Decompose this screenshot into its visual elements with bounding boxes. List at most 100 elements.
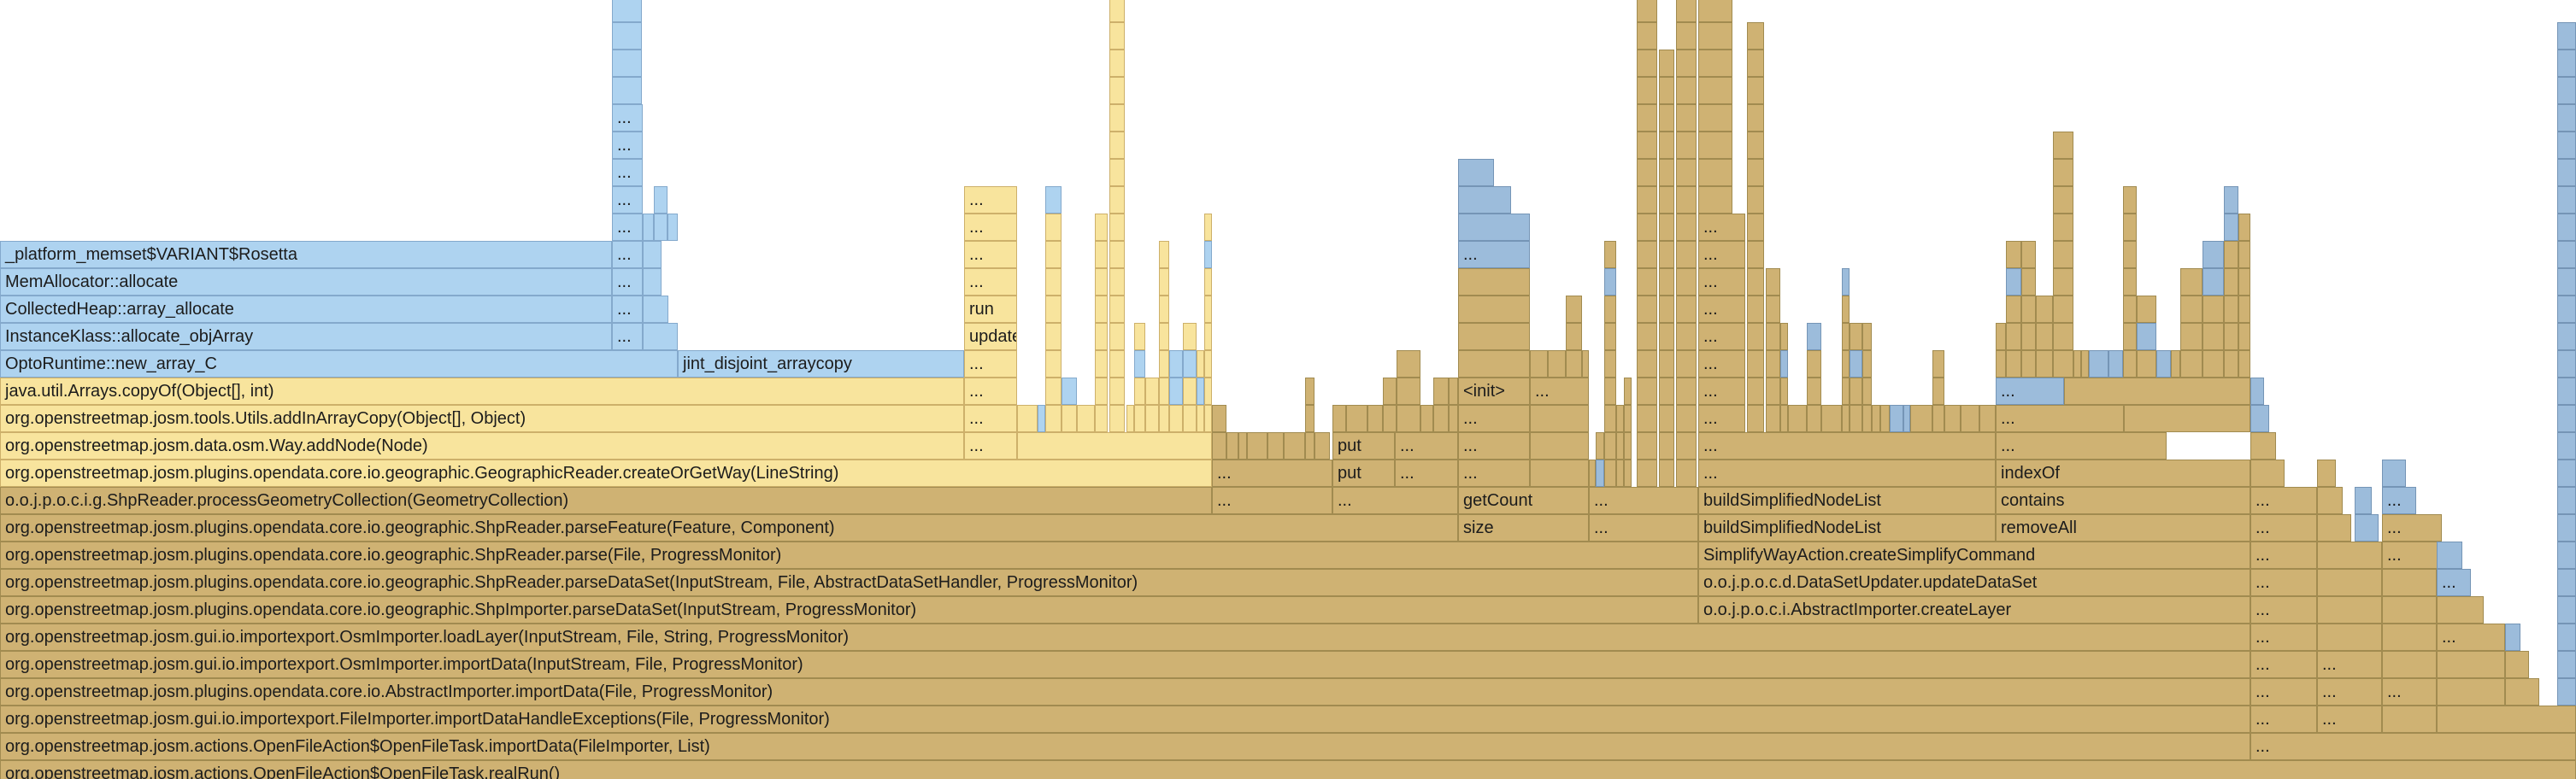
flame-frame[interactable] bbox=[1996, 350, 2006, 378]
flame-frame[interactable] bbox=[1109, 214, 1125, 241]
flame-frame[interactable]: ... bbox=[2317, 706, 2382, 733]
flame-frame[interactable] bbox=[1676, 214, 1697, 241]
flame-frame[interactable] bbox=[1566, 323, 1582, 350]
flame-frame[interactable]: ... bbox=[2382, 542, 2442, 569]
flame-frame[interactable] bbox=[2317, 460, 2336, 487]
flame-frame[interactable] bbox=[1676, 159, 1697, 186]
flame-frame[interactable]: org.openstreetmap.josm.gui.io.importexpo… bbox=[0, 624, 2250, 651]
flame-frame[interactable]: getCount bbox=[1458, 487, 1589, 514]
flame-frame[interactable]: ... bbox=[1589, 487, 1698, 514]
flame-frame[interactable] bbox=[1458, 296, 1530, 323]
flame-frame[interactable] bbox=[1017, 405, 1038, 432]
flame-frame[interactable] bbox=[2081, 350, 2089, 378]
flame-frame[interactable] bbox=[1850, 378, 1862, 405]
flame-frame[interactable]: ... bbox=[964, 241, 1017, 268]
flame-frame[interactable] bbox=[2180, 323, 2203, 350]
flame-frame[interactable]: ... bbox=[1996, 432, 2167, 460]
flame-frame[interactable] bbox=[1637, 268, 1657, 296]
flame-frame[interactable]: jint_disjoint_arraycopy bbox=[678, 350, 964, 378]
flame-frame[interactable] bbox=[1747, 186, 1764, 214]
flame-frame[interactable] bbox=[654, 186, 668, 214]
flame-frame[interactable] bbox=[2557, 186, 2576, 214]
flame-frame[interactable] bbox=[1458, 350, 1530, 378]
flame-frame[interactable] bbox=[1979, 405, 1996, 432]
flame-frame[interactable]: ... bbox=[1698, 241, 1745, 268]
flame-frame[interactable] bbox=[1095, 296, 1108, 323]
flame-frame[interactable] bbox=[1604, 460, 1616, 487]
flame-frame[interactable] bbox=[1604, 378, 1616, 405]
flame-frame[interactable] bbox=[1109, 268, 1125, 296]
flame-frame[interactable] bbox=[1045, 323, 1062, 350]
flame-frame[interactable] bbox=[1747, 50, 1764, 77]
flame-frame[interactable] bbox=[643, 296, 668, 323]
flame-frame[interactable] bbox=[1659, 159, 1674, 186]
flame-frame[interactable]: o.o.j.p.o.c.i.AbstractImporter.createLay… bbox=[1698, 596, 2250, 624]
flame-frame[interactable] bbox=[1842, 405, 1850, 432]
flame-frame[interactable]: o.o.j.p.o.c.d.DataSetUpdater.updateDataS… bbox=[1698, 569, 2250, 596]
flame-frame[interactable]: ... bbox=[964, 378, 1017, 405]
flame-frame[interactable] bbox=[1637, 104, 1657, 132]
flame-frame[interactable] bbox=[1159, 296, 1169, 323]
flame-frame[interactable] bbox=[2053, 159, 2073, 186]
flame-frame[interactable] bbox=[1169, 350, 1183, 378]
flame-frame[interactable] bbox=[1045, 186, 1062, 214]
flame-frame[interactable] bbox=[2557, 542, 2576, 569]
flame-frame[interactable] bbox=[1267, 432, 1284, 460]
flame-frame[interactable] bbox=[1880, 405, 1890, 432]
flame-frame[interactable] bbox=[1397, 350, 1420, 378]
flame-frame[interactable] bbox=[2006, 296, 2021, 323]
flame-frame[interactable] bbox=[1109, 296, 1125, 323]
flame-frame[interactable] bbox=[1604, 323, 1616, 350]
flame-frame[interactable] bbox=[1197, 405, 1204, 432]
flame-frame[interactable] bbox=[2053, 268, 2073, 296]
flame-frame[interactable] bbox=[1698, 22, 1732, 50]
flame-frame[interactable] bbox=[2437, 596, 2484, 624]
flame-frame[interactable] bbox=[2317, 514, 2351, 542]
flame-frame[interactable] bbox=[2123, 350, 2137, 378]
flame-frame[interactable] bbox=[1134, 323, 1145, 350]
flame-frame[interactable] bbox=[1637, 0, 1657, 22]
flame-frame[interactable] bbox=[1747, 159, 1764, 186]
flame-frame[interactable] bbox=[1109, 0, 1125, 22]
flame-frame[interactable] bbox=[2238, 296, 2250, 323]
flame-frame[interactable] bbox=[1616, 460, 1624, 487]
flame-frame[interactable] bbox=[1346, 405, 1367, 432]
flame-frame[interactable]: ... bbox=[2250, 569, 2317, 596]
flame-frame[interactable] bbox=[1637, 77, 1657, 104]
flame-frame[interactable]: ... bbox=[2437, 569, 2471, 596]
flame-frame[interactable]: ... bbox=[1996, 405, 2124, 432]
flame-frame[interactable] bbox=[1045, 214, 1062, 241]
flame-frame[interactable]: ... bbox=[1458, 241, 1530, 268]
flame-frame[interactable] bbox=[612, 77, 642, 104]
flame-frame[interactable] bbox=[2036, 350, 2053, 378]
flame-frame[interactable] bbox=[1659, 241, 1674, 268]
flame-frame[interactable] bbox=[2557, 241, 2576, 268]
flame-frame[interactable]: size bbox=[1458, 514, 1589, 542]
flame-frame[interactable] bbox=[1637, 460, 1657, 487]
flame-frame[interactable] bbox=[1910, 405, 1932, 432]
flame-frame[interactable] bbox=[1890, 405, 1903, 432]
flame-frame[interactable] bbox=[1676, 77, 1697, 104]
flame-frame[interactable] bbox=[1582, 350, 1589, 378]
flame-frame[interactable] bbox=[1659, 323, 1674, 350]
flame-frame[interactable] bbox=[1659, 50, 1674, 77]
flame-frame[interactable]: ... bbox=[2382, 678, 2437, 706]
flame-frame[interactable] bbox=[2053, 296, 2073, 323]
flame-frame[interactable] bbox=[1659, 405, 1674, 432]
flame-frame[interactable] bbox=[1109, 405, 1125, 432]
flame-frame[interactable] bbox=[1698, 0, 1732, 22]
flame-frame[interactable]: org.openstreetmap.josm.data.osm.Way.addN… bbox=[0, 432, 964, 460]
flame-frame[interactable]: ... bbox=[964, 405, 1017, 432]
flame-frame[interactable] bbox=[1676, 405, 1697, 432]
flame-frame[interactable] bbox=[2382, 651, 2437, 678]
flame-frame[interactable] bbox=[668, 214, 678, 241]
flame-frame[interactable]: ... bbox=[2250, 678, 2317, 706]
flame-frame[interactable] bbox=[2317, 569, 2382, 596]
flame-frame[interactable] bbox=[1862, 378, 1872, 405]
flame-frame[interactable]: ... bbox=[1395, 432, 1458, 460]
flame-frame[interactable] bbox=[1109, 50, 1125, 77]
flame-frame[interactable] bbox=[1637, 378, 1657, 405]
flame-frame[interactable] bbox=[1109, 132, 1125, 159]
flame-frame[interactable] bbox=[2124, 405, 2250, 432]
flame-frame[interactable] bbox=[1433, 405, 1449, 432]
